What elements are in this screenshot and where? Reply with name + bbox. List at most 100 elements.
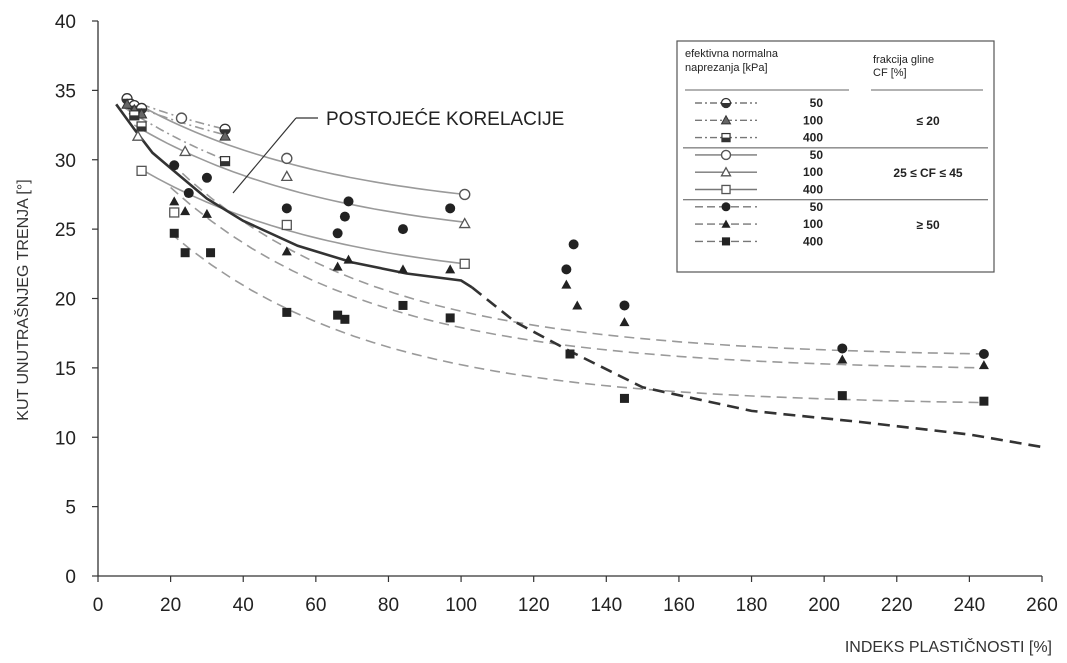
data-point xyxy=(561,264,572,275)
fit-line xyxy=(141,168,465,265)
data-point xyxy=(619,300,630,311)
legend-header-right: frakcija gline xyxy=(873,54,934,66)
y-tick-label: 10 xyxy=(55,428,76,449)
fit-line xyxy=(170,232,984,404)
data-point xyxy=(131,129,145,141)
y-tick-label: 25 xyxy=(55,220,76,241)
data-point xyxy=(281,152,293,165)
y-tick-label: 35 xyxy=(55,81,76,102)
legend-stress-label: 50 xyxy=(810,148,824,162)
data-point xyxy=(339,211,350,222)
data-point xyxy=(978,360,989,370)
legend-marker xyxy=(720,149,732,161)
data-point xyxy=(572,300,583,310)
legend-stress-label: 100 xyxy=(803,113,823,127)
data-point xyxy=(459,258,470,269)
fit-line xyxy=(170,186,984,369)
legend-marker xyxy=(721,219,731,228)
data-point xyxy=(343,196,354,207)
x-tick-label: 160 xyxy=(663,595,695,616)
legend: efektivna normalna naprezanja [kPa] frakci… xyxy=(676,40,995,273)
x-tick-label: 220 xyxy=(881,595,913,616)
data-point xyxy=(619,393,629,403)
annotation-label: POSTOJEĆE KORELACIJE xyxy=(326,108,564,130)
data-point xyxy=(445,313,455,323)
x-tick-label: 140 xyxy=(590,595,622,616)
x-tick-label: 240 xyxy=(954,595,986,616)
data-point xyxy=(183,188,194,199)
data-point xyxy=(219,130,231,141)
data-point xyxy=(445,203,456,214)
data-point xyxy=(561,279,572,289)
legend-marker xyxy=(721,202,731,212)
data-point xyxy=(281,246,292,256)
data-point xyxy=(169,207,180,218)
data-point xyxy=(169,196,180,206)
data-point xyxy=(340,314,350,324)
correlation-curve xyxy=(115,103,1043,449)
legend-stress-label: 50 xyxy=(810,200,824,214)
legend-marker xyxy=(721,184,731,195)
correlation-curve-dashed xyxy=(471,286,1043,449)
data-point xyxy=(397,264,408,274)
data-point xyxy=(445,264,456,274)
x-tick-label: 260 xyxy=(1026,595,1058,616)
data-point xyxy=(282,307,292,317)
fit-line xyxy=(137,103,465,196)
legend-stress-label: 400 xyxy=(803,131,823,145)
fit-line xyxy=(123,100,226,136)
y-tick-label: 30 xyxy=(55,151,76,172)
x-tick-label: 0 xyxy=(93,595,104,616)
legend-cf-label: ≤ 20 xyxy=(916,114,940,128)
legend-stress-label: 100 xyxy=(803,217,823,231)
y-axis-title: KUT UNUTRAŠNJEG TRENJA [°] xyxy=(13,179,32,420)
data-point xyxy=(281,203,292,214)
data-point xyxy=(458,217,471,229)
data-point xyxy=(332,228,343,239)
legend-cf-label: 25 ≤ CF ≤ 45 xyxy=(893,166,963,180)
y-tick-label: 40 xyxy=(55,12,76,33)
data-point xyxy=(169,160,180,171)
legend-marker xyxy=(721,237,731,246)
annotation-leader-line xyxy=(232,117,297,194)
x-tick-label: 20 xyxy=(160,595,181,616)
y-tick-label: 15 xyxy=(55,359,76,380)
data-point xyxy=(136,165,147,177)
data-point xyxy=(180,206,191,216)
data-point xyxy=(398,300,408,310)
legend-stress-label: 400 xyxy=(803,183,823,197)
x-tick-label: 80 xyxy=(378,595,399,616)
legend-stress-label: 400 xyxy=(803,234,823,248)
data-point xyxy=(565,349,575,359)
data-point xyxy=(333,310,343,320)
x-tick-label: 40 xyxy=(233,595,254,616)
x-axis-title: INDEKS PLASTIČNOSTI [%] xyxy=(845,637,1052,656)
data-point xyxy=(978,349,989,359)
data-points xyxy=(121,93,989,406)
fit-line xyxy=(123,96,226,130)
legend-stress-label: 50 xyxy=(810,96,824,110)
data-point xyxy=(332,261,343,271)
legend-marker xyxy=(721,132,731,143)
legend-marker xyxy=(720,166,732,177)
data-point xyxy=(837,343,848,354)
data-point xyxy=(201,208,212,218)
legend-stress-label: 100 xyxy=(803,165,823,179)
x-tick-label: 100 xyxy=(445,595,477,616)
y-tick-label: 0 xyxy=(65,567,76,588)
data-point xyxy=(136,121,147,132)
data-point xyxy=(837,354,848,364)
y-tick-label: 5 xyxy=(65,498,76,519)
data-point xyxy=(169,228,179,238)
x-tick-label: 60 xyxy=(305,595,326,616)
data-point xyxy=(206,248,216,258)
chart-axes: 0 20 40 60 80 100 120 140 160 180 200 220 240 260 0 5 10… xyxy=(55,12,1058,616)
data-point xyxy=(837,391,847,401)
legend-cf-label: ≥ 50 xyxy=(916,218,940,232)
data-point xyxy=(179,145,192,157)
data-point xyxy=(568,239,579,250)
legend-marker xyxy=(720,114,732,125)
data-point xyxy=(343,254,354,264)
data-point xyxy=(129,110,140,121)
